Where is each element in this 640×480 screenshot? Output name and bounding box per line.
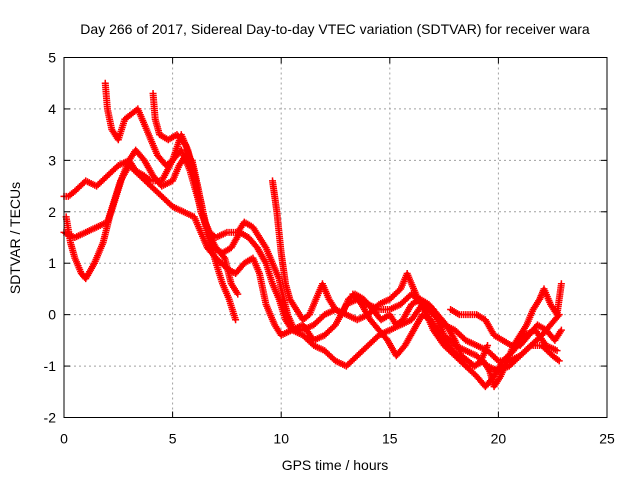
x-tick-label: 0 [60,431,68,447]
y-tick-label: 4 [48,101,56,117]
data-point-interp [525,343,533,351]
y-tick-label: 5 [48,50,56,66]
data-point [555,357,563,365]
data-point [557,326,565,334]
chart-title: Day 266 of 2017, Sidereal Day-to-day VTE… [80,21,590,37]
data-point [234,290,242,298]
plot-frame [63,57,608,418]
y-tick-label: -1 [44,358,57,374]
data-point-interp [493,355,501,363]
y-tick-label: 1 [48,255,56,271]
x-tick-label: 25 [599,431,615,447]
x-tick-label: 5 [169,431,177,447]
series-8 [447,306,565,349]
data-point-interp [461,361,469,369]
y-tick-label: -2 [44,410,57,426]
x-tick-label: 15 [382,431,398,447]
data-point [232,316,240,324]
data-points [60,79,565,391]
axis-ticks: -2 -1 0 1 2 3 4 5 0 5 10 15 20 25 [44,50,615,447]
data-point [484,342,492,349]
data-point [553,347,561,355]
series-6 [269,177,492,370]
x-tick-label: 20 [491,431,507,447]
x-tick-label: 10 [273,431,289,447]
y-tick-label: 3 [48,152,56,168]
data-point [557,280,565,288]
y-tick-label: 0 [48,307,56,323]
series-5 [149,90,240,324]
y-tick-label: 2 [48,204,56,220]
y-axis-label: SDTVAR / TECUs [7,182,23,294]
grid-lines [64,57,607,418]
x-axis-label: GPS time / hours [282,457,389,473]
